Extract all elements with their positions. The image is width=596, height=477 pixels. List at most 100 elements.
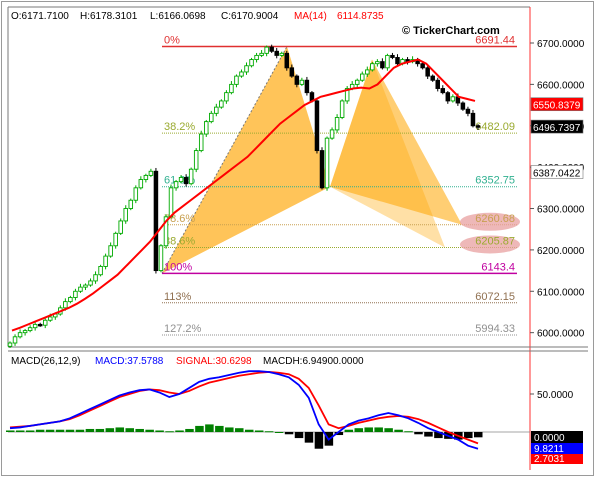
candle <box>465 106 471 117</box>
macd-histogram-bar <box>244 429 254 432</box>
candle <box>12 334 18 346</box>
candle <box>113 231 118 249</box>
fib-level-value: 6352.75 <box>475 175 515 187</box>
candle <box>234 74 239 88</box>
macd-histogram-bar <box>55 429 65 432</box>
candle <box>360 71 365 82</box>
macd-histogram-bar <box>225 427 234 432</box>
macd-line <box>9 370 479 450</box>
candle <box>37 322 43 327</box>
macd-histogram-bar <box>165 431 174 433</box>
candle <box>460 101 466 111</box>
macd-histogram-bar <box>155 430 164 432</box>
candle <box>385 53 390 71</box>
candle <box>259 50 264 58</box>
candle <box>289 64 295 78</box>
candle <box>17 329 23 339</box>
candle <box>354 78 360 88</box>
candle <box>168 184 174 219</box>
macd-histogram-bar <box>284 432 294 435</box>
histogram-value: MACDH:6.9490 <box>263 356 333 367</box>
price-marker-label: 6550.8379 <box>533 101 581 112</box>
macd-histogram-bar <box>235 428 244 432</box>
macd-histogram-bar <box>264 431 274 433</box>
candle <box>334 114 340 133</box>
macd-histogram-bar <box>15 430 25 432</box>
macd-histogram-bar <box>274 432 284 433</box>
ma-value: 6114.8735 <box>337 11 384 22</box>
macd-histogram-bar <box>314 432 324 449</box>
macd-histogram-bar <box>45 429 55 432</box>
fib-level-value: 6205.87 <box>475 235 515 247</box>
candle <box>148 168 154 178</box>
candle <box>470 110 476 128</box>
candle <box>344 86 350 104</box>
macd-histogram-bar <box>95 428 105 432</box>
candle <box>224 90 229 104</box>
pattern-xa-leg <box>161 46 288 274</box>
candle <box>440 85 446 95</box>
candle <box>83 283 88 291</box>
fib-level-value: 6482.09 <box>475 121 515 133</box>
price-marker-label: 6387.0422 <box>533 169 581 180</box>
candle <box>183 174 189 187</box>
candle <box>239 69 244 78</box>
macd-histogram-bar <box>75 429 85 432</box>
candle <box>188 167 194 186</box>
candle <box>450 94 456 103</box>
candle <box>138 176 144 190</box>
fibonacci-levels: 0%6691.4438.2%6482.0961.8%6352.7578.6%62… <box>162 35 520 336</box>
price-axis: 6700.00006600.00006500.00006400.00006300… <box>530 39 585 340</box>
candle <box>244 62 249 75</box>
macd-histogram-bar <box>145 429 154 432</box>
candle <box>153 167 159 274</box>
candle <box>395 54 400 67</box>
candle <box>158 244 164 273</box>
macd-histogram-bar <box>205 424 214 432</box>
candle <box>209 110 214 124</box>
macd-histogram-bar <box>185 428 194 432</box>
fib-level-value: 6260.68 <box>475 213 515 225</box>
candle <box>425 64 430 80</box>
candle <box>118 218 123 236</box>
candle <box>78 283 83 293</box>
candle <box>128 198 134 211</box>
moving-average <box>11 58 476 332</box>
price-marker <box>530 97 584 112</box>
candle <box>375 59 380 67</box>
fib-level-pct: 127.2% <box>164 323 202 335</box>
candle <box>304 76 310 96</box>
candle <box>219 99 224 109</box>
candle <box>88 278 93 287</box>
candle <box>229 81 234 95</box>
candle <box>284 50 290 71</box>
macd-histogram-bar <box>384 428 393 432</box>
macd-tick-label: 50.0000 <box>537 390 574 401</box>
candle <box>123 205 128 224</box>
macd-marker-label: 2.7031 <box>534 454 565 465</box>
candle <box>339 99 345 120</box>
macd-histogram-bar <box>404 431 413 433</box>
fib-level-pct: 88.6% <box>164 235 195 247</box>
macd-histogram-bar <box>334 432 344 436</box>
candle <box>370 62 375 72</box>
candle <box>133 185 139 204</box>
candle <box>279 51 284 58</box>
candle <box>143 173 149 183</box>
fib-level-value: 6691.44 <box>475 35 515 47</box>
macd-histogram-bar <box>135 428 144 432</box>
macd-histogram-bar <box>175 430 184 432</box>
candle <box>390 52 395 60</box>
candle <box>445 91 451 104</box>
ma14-line <box>11 58 476 332</box>
macd-histogram-bar <box>25 430 35 432</box>
candle <box>173 179 179 191</box>
signal-value: SIGNAL:30.6298 <box>176 356 252 367</box>
candle <box>329 127 335 140</box>
candle <box>108 242 113 258</box>
candle <box>365 66 370 77</box>
macd-histogram-bar <box>125 428 134 432</box>
macd-histogram-bar <box>304 432 314 443</box>
fib-level-value: 6143.4 <box>481 261 515 273</box>
